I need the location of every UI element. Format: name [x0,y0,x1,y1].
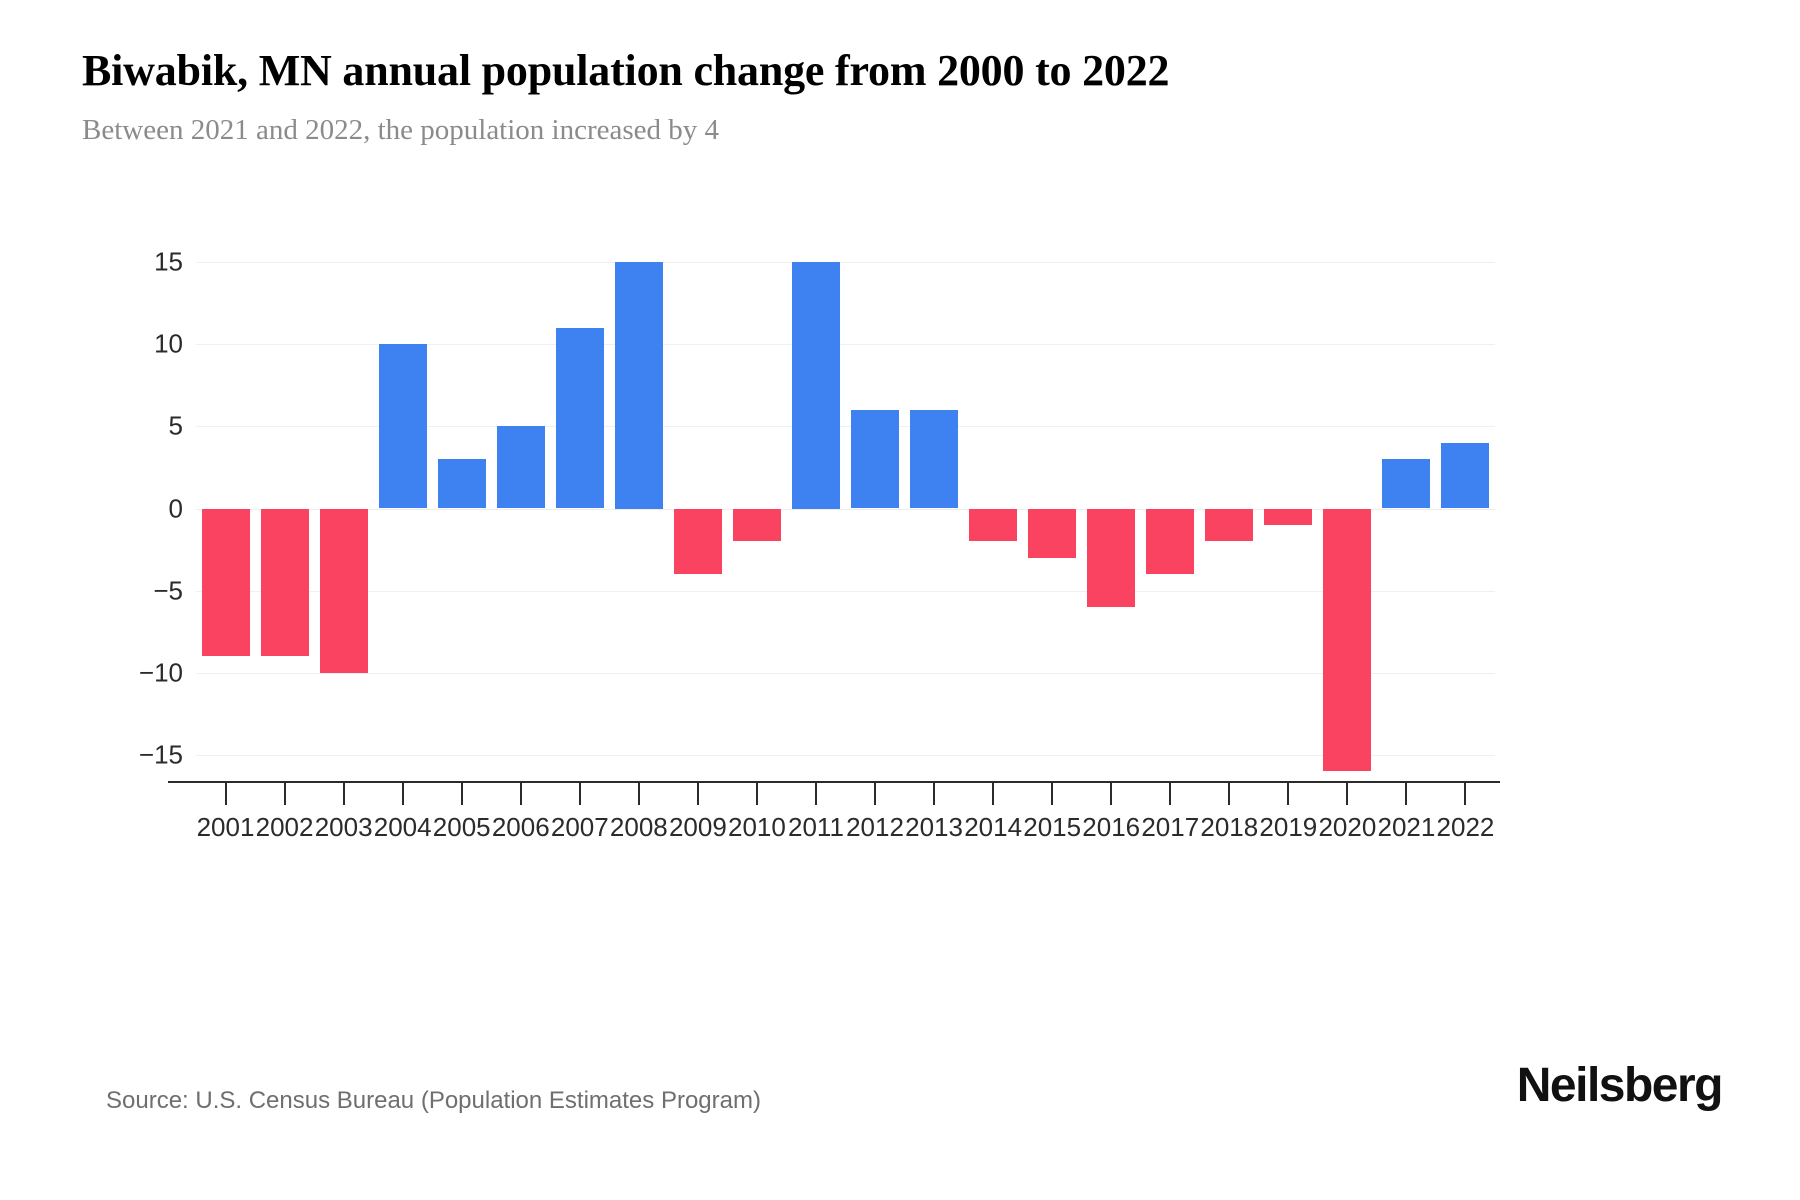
y-tick-label: 15 [154,246,183,277]
bar[interactable] [673,508,722,575]
bar[interactable] [1028,508,1077,558]
y-tick-label: −5 [153,575,183,606]
bar[interactable] [319,508,368,673]
x-tick-mark [1287,783,1290,805]
y-tick-label: −10 [138,657,183,688]
x-tick-mark [578,783,581,805]
bar[interactable] [1087,508,1136,608]
source-note: Source: U.S. Census Bureau (Population E… [106,1087,761,1114]
x-tick-mark [1405,783,1408,805]
bar[interactable] [791,262,840,509]
x-tick-mark [1228,783,1231,805]
bar[interactable] [1382,459,1431,509]
x-tick-mark [342,783,345,805]
bar[interactable] [496,426,545,509]
x-tick-label: 2005 [432,812,491,842]
x-tick-label: 2001 [196,812,255,842]
x-tick-mark [992,783,995,805]
x-tick-mark [637,783,640,805]
bar[interactable] [1323,508,1372,772]
x-tick-label: 2019 [1259,812,1318,842]
y-tick-label: 5 [168,410,183,441]
x-tick-label: 2007 [550,812,609,842]
x-tick-label: 2022 [1436,812,1495,842]
gridline-10 [196,344,1495,346]
x-tick-mark [1346,783,1349,805]
bar[interactable] [969,508,1018,542]
bar[interactable] [437,459,486,509]
y-tick-label: −15 [138,739,183,770]
gridline--15 [196,755,1495,756]
x-tick-label: 2017 [1141,812,1200,842]
x-tick-mark [224,783,227,805]
x-tick-mark [460,783,463,805]
gridlines-group [196,262,1495,756]
bar[interactable] [851,409,900,509]
x-tick-mark [1051,783,1054,805]
x-tick-mark [874,783,877,805]
x-tick-label: 2011 [788,812,844,842]
bar-series-group [196,262,1495,772]
x-tick-mark [755,783,758,805]
y-tick-label: 10 [154,328,183,359]
x-tick-mark [814,783,817,805]
x-tick-label: 2012 [846,812,904,842]
bar[interactable] [555,327,604,509]
x-tick-label: 2016 [1082,812,1141,842]
gridline-5 [196,426,1495,428]
x-tick-label: 2018 [1200,812,1259,842]
x-tick-label: 2010 [728,812,786,842]
x-tick-mark [1169,783,1172,805]
x-tick-mark [1110,783,1113,805]
bar[interactable] [910,409,959,509]
x-tick-mark [933,783,936,805]
y-axis-tick-labels: 15 10 5 0 −5 −10 −15 [96,247,184,770]
bar[interactable] [1441,442,1490,509]
bar[interactable] [732,508,781,542]
gridline--5 [196,590,1495,592]
x-tick-label: 2013 [905,812,963,842]
bar[interactable] [614,262,663,509]
x-tick-label: 2006 [491,812,550,842]
x-tick-label: 2014 [964,812,1023,842]
x-tick-label: 2008 [609,812,668,842]
x-tick-mark [401,783,404,805]
bar[interactable] [1264,508,1313,525]
x-tick-label: 2009 [668,812,727,842]
gridline-0 [196,508,1495,510]
x-tick-label: 2020 [1318,812,1377,842]
gridline--10 [196,672,1495,674]
bar[interactable] [1205,508,1254,542]
y-tick-label: 0 [168,493,183,523]
x-tick-mark [283,783,286,805]
x-axis-ticks [196,783,1495,805]
x-tick-mark [1464,783,1467,805]
x-tick-label: 2002 [255,812,314,842]
bar[interactable] [201,508,250,657]
x-tick-label: 2003 [314,812,373,842]
page-title: Biwabik, MN annual population change fro… [82,46,1170,95]
bar[interactable] [260,508,309,657]
gridline-15 [196,262,1495,263]
bar[interactable] [1146,508,1195,575]
x-axis-tick-labels: 2001 2002 2003 2004 2005 2006 2007 2008 2009 2010… [196,812,1495,852]
chart-subtitle: Between 2021 and 2022, the population in… [82,113,720,146]
chart-header: Biwabik, MN annual population change fro… [82,46,1722,147]
bar[interactable] [378,344,427,509]
x-tick-mark [696,783,699,805]
x-axis-line [168,781,1500,783]
x-tick-label: 2004 [373,812,432,842]
x-tick-label: 2015 [1023,812,1082,842]
brand-logo: Neilsberg [1516,1059,1724,1112]
x-tick-mark [519,783,522,805]
x-tick-label: 2021 [1377,812,1436,842]
